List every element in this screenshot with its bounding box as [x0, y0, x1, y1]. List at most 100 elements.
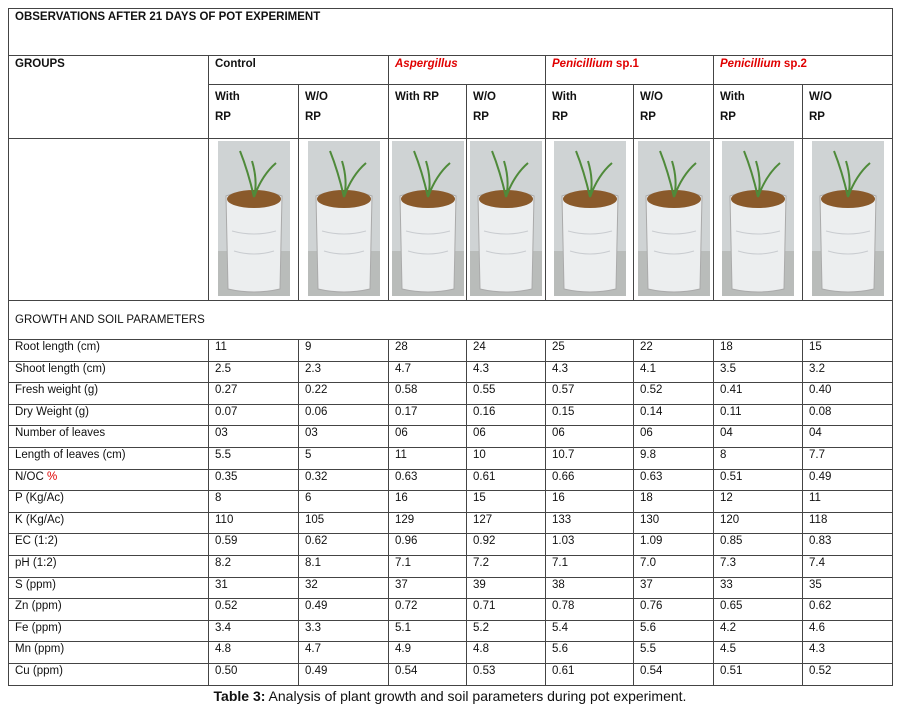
cell-value: 11: [395, 448, 407, 461]
cell-value: 4.8: [215, 643, 231, 656]
cell-value: 0.71: [473, 600, 496, 613]
value-cell: 28: [388, 339, 467, 362]
group-name-italic: Aspergillus: [395, 58, 458, 70]
value-cell: 04: [802, 425, 893, 448]
value-cell: 0.76: [633, 598, 714, 621]
value-cell: 5.5: [633, 641, 714, 664]
cell-value: 04: [720, 427, 733, 440]
value-cell: 9.8: [633, 446, 714, 470]
cell-value: 0.14: [640, 405, 663, 418]
cell-value: 0.41: [720, 384, 743, 397]
cell-value: 06: [473, 427, 486, 440]
value-cell: 16: [545, 490, 634, 513]
cell-value: 7.4: [809, 556, 825, 569]
cell-value: 3.3: [305, 621, 321, 634]
cell-value: 6: [305, 492, 312, 505]
group-header: Penicillium sp.1: [545, 55, 714, 85]
cell-value: 39: [473, 578, 486, 591]
data-row: Mn (ppm) 4.8 4.7 4.9 4.8 5.6 5.5 4.5 4.3: [8, 641, 893, 664]
value-cell: 10: [466, 446, 546, 470]
row-label-part: Length of leaves (cm): [15, 448, 126, 461]
value-cell: 11: [208, 339, 299, 362]
value-cell: 105: [298, 511, 389, 535]
empty-cell: [8, 138, 209, 301]
cell-value: 03: [305, 427, 318, 440]
value-cell: 6: [298, 490, 389, 513]
value-cell: 0.41: [713, 382, 803, 405]
row-label-part: EC (1:2): [15, 535, 58, 548]
cell-value: 4.1: [640, 362, 656, 375]
value-cell: 3.4: [208, 619, 299, 643]
value-cell: 35: [802, 576, 893, 600]
cell-value: 5.4: [552, 621, 568, 634]
value-cell: 9: [298, 339, 389, 362]
value-cell: 24: [466, 339, 546, 362]
cell-value: 11: [215, 341, 227, 353]
cell-value: 0.17: [395, 405, 418, 418]
value-cell: 7.2: [466, 554, 546, 578]
caption-text: Analysis of plant growth and soil parame…: [268, 688, 687, 704]
value-cell: 0.49: [802, 468, 893, 492]
value-cell: 1.03: [545, 533, 634, 556]
plant-photo: [553, 140, 626, 296]
plant-photo: [637, 140, 710, 296]
subheader-line: W/O: [640, 91, 663, 103]
value-cell: 7.1: [545, 554, 634, 578]
value-cell: 5.1: [388, 619, 467, 643]
cell-value: 10.7: [552, 448, 575, 461]
value-cell: 3.3: [298, 619, 389, 643]
cell-value: 1.09: [640, 535, 663, 548]
cell-value: 0.61: [552, 664, 575, 677]
value-cell: 03: [208, 425, 299, 448]
value-cell: 0.54: [388, 662, 467, 686]
cell-value: 110: [215, 513, 234, 526]
cell-value: 5.5: [640, 643, 656, 656]
value-cell: 5: [298, 446, 389, 470]
cell-value: 8.2: [215, 556, 231, 569]
value-cell: 18: [713, 339, 803, 362]
value-cell: 37: [633, 576, 714, 600]
value-cell: 110: [208, 511, 299, 535]
cell-value: 0.53: [473, 664, 496, 677]
value-cell: 7.1: [388, 554, 467, 578]
group-name: Control: [215, 58, 256, 70]
value-cell: 0.62: [298, 533, 389, 556]
value-cell: 38: [545, 576, 634, 600]
value-cell: 0.17: [388, 403, 467, 427]
cell-value: 0.78: [552, 600, 575, 613]
value-cell: 0.50: [208, 662, 299, 686]
row-label-part: K (Kg/Ac): [15, 513, 65, 526]
cell-value: 5.5: [215, 448, 231, 461]
cell-value: 0.85: [720, 535, 743, 548]
cell-value: 133: [552, 513, 572, 526]
subheader-line: W/O: [809, 91, 832, 103]
value-cell: 0.49: [298, 662, 389, 686]
cell-value: 32: [305, 578, 318, 591]
value-cell: 06: [466, 425, 546, 448]
value-cell: 0.72: [388, 598, 467, 621]
cell-value: 4.7: [305, 643, 321, 656]
value-cell: 7.0: [633, 554, 714, 578]
caption: Table 3: Analysis of plant growth and so…: [0, 688, 900, 704]
value-cell: 7.4: [802, 554, 893, 578]
value-cell: 118: [802, 511, 893, 535]
group-name: sp.2: [783, 58, 807, 70]
value-cell: 0.78: [545, 598, 634, 621]
data-row: pH (1:2) 8.2 8.1 7.1 7.2 7.1 7.0 7.3 7.4: [8, 554, 893, 578]
table-title: OBSERVATIONS AFTER 21 DAYS OF POT EXPERI…: [15, 11, 321, 23]
subheader-line: RP: [305, 111, 321, 123]
cell-value: 25: [552, 341, 565, 353]
value-cell: 0.52: [802, 662, 893, 686]
cell-value: 7.1: [552, 556, 568, 569]
row-label: Number of leaves: [8, 425, 209, 448]
cell-value: 0.76: [640, 600, 663, 613]
cell-value: 33: [720, 578, 733, 591]
group-header: Penicillium sp.2: [713, 55, 893, 85]
cell-value: 0.52: [640, 384, 663, 397]
subheader-line: RP: [640, 111, 656, 123]
data-row: K (Kg/Ac) 110 105 129 127 133 130 120 118: [8, 511, 893, 535]
row-label-part: P (Kg/Ac): [15, 492, 64, 505]
cell-value: 4.7: [395, 362, 411, 375]
cell-value: 0.22: [305, 384, 328, 397]
